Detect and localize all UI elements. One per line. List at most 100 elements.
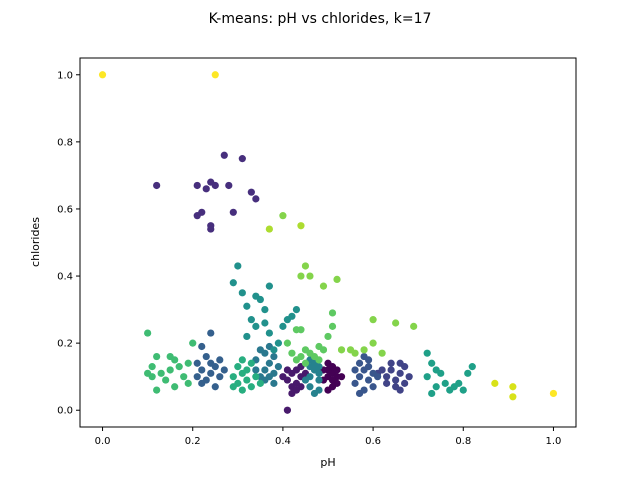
- data-point-cluster-14: [265, 225, 273, 233]
- data-point-cluster-8: [279, 322, 287, 330]
- y-tick-label: 0.4: [57, 272, 73, 283]
- data-point-cluster-8: [261, 305, 269, 314]
- y-tick-label: 0.2: [57, 339, 73, 350]
- data-point-cluster-9: [441, 379, 449, 387]
- data-point-cluster-4: [374, 373, 382, 381]
- data-point-cluster-5: [216, 373, 224, 381]
- data-point-cluster-13: [360, 346, 368, 354]
- data-point-cluster-8: [243, 302, 251, 310]
- y-tick-label: 0.8: [57, 137, 73, 148]
- plot-frame: [79, 57, 577, 428]
- data-point-cluster-12: [283, 339, 292, 347]
- data-point-cluster-7: [315, 376, 323, 384]
- data-point-cluster-10: [256, 379, 264, 387]
- data-point-cluster-13: [319, 282, 328, 290]
- data-point-cluster-1: [283, 366, 292, 374]
- data-point-cluster-3: [383, 379, 391, 387]
- data-point-cluster-0: [328, 363, 337, 371]
- data-point-cluster-5: [211, 383, 219, 391]
- data-point-cluster-15: [509, 383, 517, 391]
- data-point-cluster-9: [432, 383, 440, 391]
- x-tick-label: 0.0: [95, 436, 111, 447]
- data-point-cluster-4: [355, 389, 364, 398]
- data-point-cluster-11: [189, 339, 197, 347]
- data-point-cluster-12: [292, 326, 301, 334]
- data-point-cluster-11: [162, 376, 170, 384]
- data-point-cluster-9: [468, 363, 476, 371]
- data-point-cluster-8: [265, 329, 273, 337]
- data-point-cluster-9: [428, 359, 436, 367]
- data-point-cluster-12: [288, 349, 296, 357]
- data-point-cluster-6: [270, 379, 278, 387]
- data-point-cluster-2: [207, 222, 215, 230]
- data-point-cluster-6: [252, 366, 260, 374]
- data-point-cluster-8: [252, 322, 260, 330]
- data-point-cluster-4: [355, 359, 364, 367]
- data-point-cluster-11: [153, 386, 161, 394]
- data-point-cluster-11: [148, 363, 156, 371]
- data-point-cluster-15: [509, 393, 517, 401]
- data-point-cluster-8: [234, 262, 242, 270]
- points-layer: [98, 71, 558, 414]
- data-point-cluster-6: [265, 373, 273, 381]
- data-point-cluster-6: [265, 359, 273, 367]
- data-point-cluster-2: [153, 181, 161, 190]
- data-point-cluster-12: [315, 356, 323, 364]
- data-point-cluster-1: [292, 386, 301, 394]
- data-point-cluster-7: [315, 363, 323, 371]
- data-point-cluster-10: [247, 359, 255, 367]
- data-point-cluster-9: [423, 373, 431, 381]
- data-point-cluster-13: [337, 346, 346, 354]
- y-tick-label: 1.0: [57, 70, 73, 81]
- data-point-cluster-13: [301, 262, 310, 270]
- data-point-cluster-3: [396, 369, 404, 377]
- data-point-cluster-4: [364, 363, 373, 371]
- data-point-cluster-5: [198, 379, 206, 387]
- data-point-cluster-7: [315, 369, 323, 377]
- data-point-cluster-11: [144, 369, 152, 377]
- data-point-cluster-11: [184, 379, 192, 387]
- data-point-cluster-2: [198, 208, 206, 216]
- data-point-cluster-13: [297, 272, 305, 280]
- data-point-cluster-11: [180, 373, 188, 381]
- data-point-cluster-13: [351, 349, 359, 357]
- data-point-cluster-11: [171, 356, 179, 364]
- data-point-cluster-15: [491, 379, 499, 387]
- data-point-cluster-3: [401, 363, 409, 371]
- data-point-cluster-9: [464, 369, 472, 377]
- data-point-cluster-3: [396, 386, 404, 394]
- data-point-cluster-16: [549, 389, 558, 398]
- data-point-cluster-5: [198, 342, 206, 351]
- data-point-cluster-11: [153, 352, 161, 361]
- data-point-cluster-9: [437, 369, 445, 377]
- data-point-cluster-11: [184, 359, 192, 367]
- data-point-cluster-6: [274, 363, 282, 371]
- data-point-cluster-8: [247, 316, 255, 324]
- data-point-cluster-10: [238, 386, 246, 394]
- data-point-cluster-9: [423, 349, 431, 357]
- data-point-cluster-6: [270, 352, 278, 361]
- data-point-cluster-2: [229, 208, 237, 216]
- data-point-cluster-12: [319, 346, 328, 354]
- data-point-cluster-13: [306, 272, 314, 280]
- data-point-cluster-5: [207, 369, 215, 377]
- data-point-cluster-12: [328, 309, 337, 317]
- data-point-cluster-2: [202, 185, 210, 193]
- data-point-cluster-8: [270, 346, 278, 354]
- data-point-cluster-16: [211, 71, 219, 79]
- data-point-cluster-4: [351, 379, 359, 387]
- data-point-cluster-8: [274, 339, 282, 347]
- x-tick-label: 0.8: [455, 436, 471, 447]
- data-point-cluster-10: [243, 366, 251, 374]
- x-axis-label: pH: [320, 456, 335, 469]
- data-point-cluster-12: [301, 359, 310, 367]
- data-point-cluster-13: [410, 322, 418, 330]
- data-point-cluster-2: [220, 151, 228, 159]
- data-point-cluster-5: [216, 356, 224, 364]
- y-axis-label: chlorides: [29, 217, 42, 267]
- data-point-cluster-7: [306, 383, 314, 391]
- data-point-cluster-0: [328, 376, 337, 384]
- data-point-cluster-13: [279, 212, 287, 220]
- data-point-cluster-2: [193, 181, 201, 190]
- data-point-cluster-11: [166, 366, 174, 374]
